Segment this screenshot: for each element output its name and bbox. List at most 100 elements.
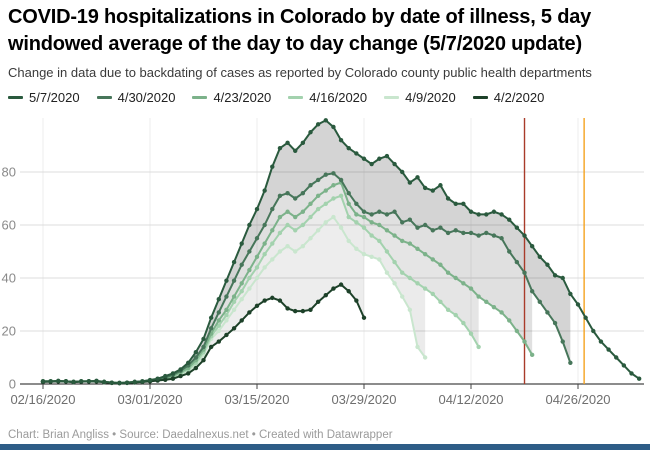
- data-point: [270, 295, 275, 301]
- data-point: [293, 228, 298, 233]
- data-point: [461, 230, 466, 236]
- data-point: [476, 233, 481, 238]
- data-point: [247, 310, 252, 315]
- data-point: [239, 262, 244, 267]
- data-point: [101, 379, 107, 385]
- data-point: [384, 153, 390, 159]
- data-point: [208, 344, 214, 350]
- data-point: [445, 230, 451, 236]
- data-point: [407, 275, 413, 281]
- data-point: [331, 124, 336, 130]
- data-point: [285, 244, 290, 249]
- data-point: [438, 262, 443, 267]
- data-point: [262, 188, 267, 193]
- data-point: [407, 307, 413, 312]
- data-point: [422, 185, 428, 191]
- data-point: [346, 214, 351, 220]
- data-point: [445, 270, 451, 275]
- data-point: [285, 140, 290, 146]
- data-point: [422, 286, 428, 291]
- y-axis-label: 40: [2, 271, 16, 286]
- y-axis-label: 60: [2, 218, 16, 233]
- data-point: [338, 193, 344, 199]
- data-point: [170, 371, 176, 376]
- data-point: [293, 214, 298, 220]
- data-point: [453, 201, 458, 206]
- data-point: [285, 209, 290, 214]
- data-point: [392, 233, 397, 238]
- data-point: [86, 379, 92, 384]
- data-point: [201, 344, 206, 350]
- data-point: [331, 183, 336, 188]
- data-point: [109, 380, 114, 385]
- data-point: [323, 293, 328, 298]
- data-point: [346, 191, 351, 196]
- x-axis-label: 03/29/2020: [331, 392, 396, 407]
- data-point: [186, 371, 191, 376]
- legend-swatch-icon: [384, 96, 400, 99]
- data-point: [224, 318, 229, 323]
- data-point: [415, 344, 420, 350]
- data-point: [285, 191, 290, 196]
- data-point: [308, 130, 313, 135]
- data-point: [224, 294, 229, 299]
- data-point: [422, 251, 428, 257]
- data-point: [484, 230, 489, 236]
- data-point: [270, 206, 275, 212]
- data-point: [323, 201, 328, 206]
- data-point: [499, 212, 504, 217]
- data-point: [216, 310, 221, 315]
- y-axis-label: 80: [2, 165, 16, 180]
- y-axis-label: 20: [2, 324, 16, 339]
- data-point: [247, 267, 252, 273]
- data-point: [247, 275, 252, 281]
- data-point: [438, 225, 443, 230]
- data-point: [430, 188, 435, 193]
- legend-label: 5/7/2020: [29, 90, 80, 105]
- data-point: [400, 294, 405, 299]
- data-point: [400, 238, 405, 244]
- data-point: [216, 339, 221, 344]
- data-point: [491, 209, 497, 214]
- y-axis-label: 0: [9, 377, 16, 392]
- data-point: [377, 156, 382, 161]
- data-point: [606, 347, 611, 352]
- data-point: [323, 172, 328, 177]
- data-point: [491, 233, 497, 238]
- data-point: [430, 257, 435, 262]
- data-point: [163, 377, 168, 382]
- data-point: [239, 297, 244, 302]
- data-point: [453, 312, 458, 318]
- data-point: [453, 228, 458, 233]
- data-point: [636, 376, 642, 381]
- data-point: [621, 363, 627, 368]
- data-point: [247, 249, 252, 254]
- data-point: [346, 289, 351, 294]
- data-point: [583, 315, 588, 320]
- data-point: [354, 298, 359, 303]
- data-point: [384, 228, 390, 233]
- revision-band: [43, 173, 533, 383]
- legend-item: 5/7/2020: [8, 90, 80, 105]
- data-point: [56, 378, 61, 384]
- legend-label: 4/30/2020: [117, 90, 176, 105]
- data-point: [132, 379, 137, 385]
- data-point: [94, 378, 99, 384]
- data-point: [231, 278, 237, 283]
- data-point: [239, 289, 244, 294]
- data-point: [522, 233, 527, 238]
- data-point: [499, 310, 504, 315]
- data-point: [323, 118, 328, 123]
- data-point: [193, 350, 199, 355]
- data-point: [552, 273, 558, 278]
- data-point: [315, 228, 321, 233]
- data-point: [201, 357, 206, 363]
- data-point: [476, 212, 481, 217]
- data-point: [484, 299, 489, 305]
- data-point: [400, 270, 405, 275]
- data-point: [277, 230, 283, 236]
- data-point: [445, 196, 451, 201]
- data-point: [468, 230, 474, 236]
- data-point: [415, 281, 420, 286]
- data-point: [186, 360, 191, 365]
